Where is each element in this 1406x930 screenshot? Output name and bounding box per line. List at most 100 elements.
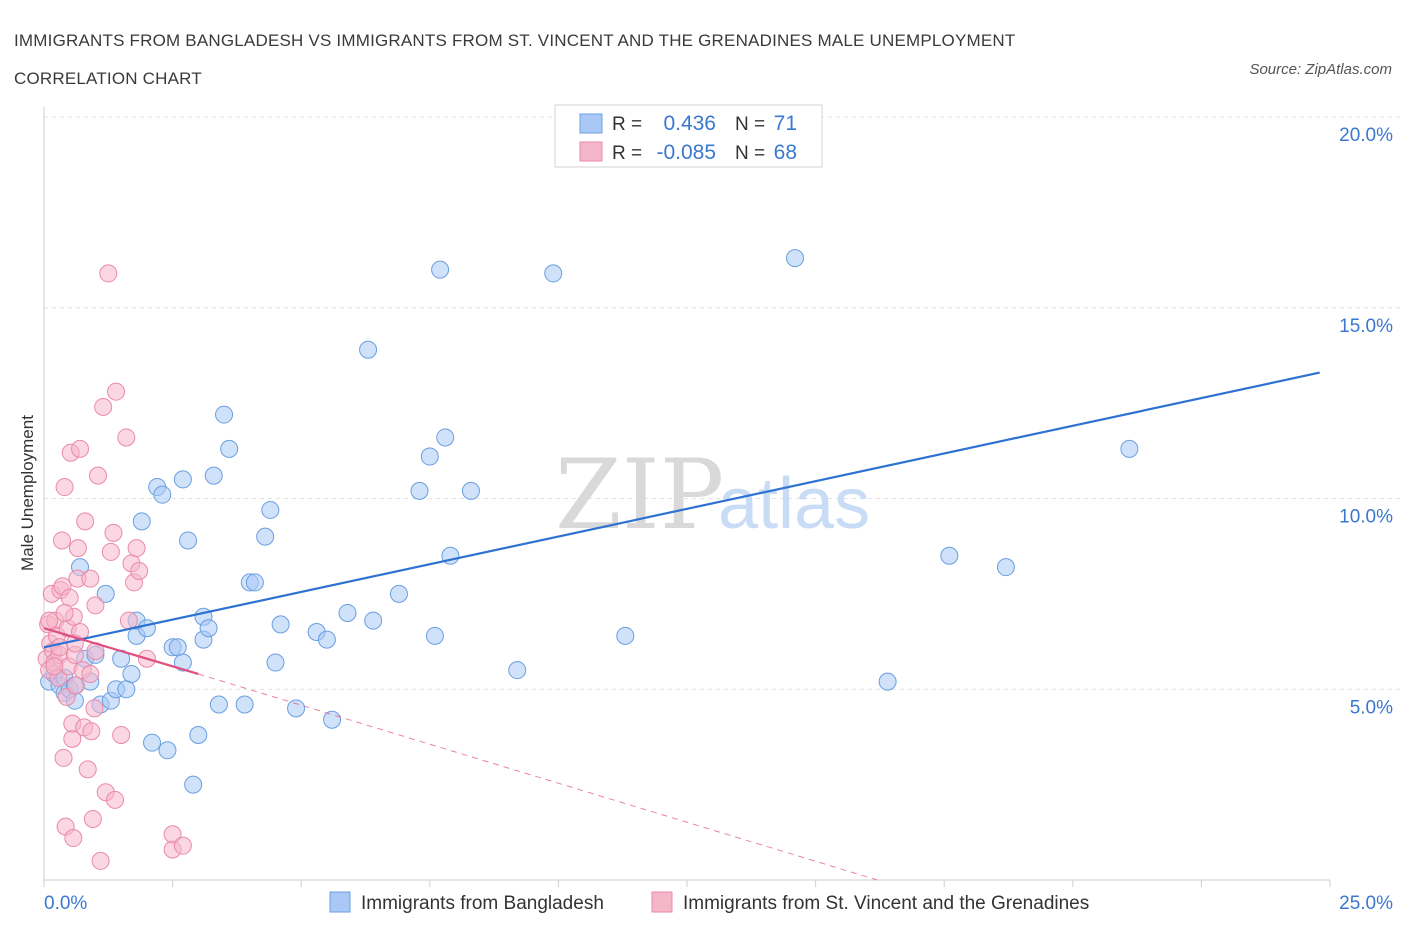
point-bangladesh-22 <box>143 733 162 752</box>
point-bangladesh-58 <box>431 260 450 279</box>
point-svg-49 <box>107 382 126 401</box>
series-legend-swatch-blue <box>329 891 351 913</box>
series-legend-label-blue: Immigrants from Bangladesh <box>361 893 604 914</box>
legend-n-label-blue: N = <box>735 114 765 135</box>
point-bangladesh-36 <box>204 466 223 485</box>
y-tick-label-1: 10.0% <box>1339 507 1393 528</box>
trend-line-svg-extension <box>198 673 878 881</box>
point-svg-48 <box>105 790 124 809</box>
legend-r-value-blue: 0.436 <box>663 112 716 135</box>
point-svg-64 <box>55 603 74 622</box>
point-svg-66 <box>81 664 100 683</box>
trend-line-bangladesh <box>43 371 1320 649</box>
point-svg-56 <box>130 561 149 580</box>
point-bangladesh-62 <box>508 661 527 680</box>
point-svg-12 <box>53 531 72 550</box>
point-bangladesh-67 <box>940 546 959 565</box>
point-svg-39 <box>85 699 104 718</box>
point-bangladesh-57 <box>425 626 444 645</box>
trend-lines <box>43 371 1320 881</box>
watermark: ZIP atlas <box>555 439 870 551</box>
point-svg-62 <box>45 657 64 676</box>
point-bangladesh-63 <box>544 264 563 283</box>
point-bangladesh-24 <box>153 485 172 504</box>
point-bangladesh-30 <box>179 531 198 550</box>
point-svg-36 <box>81 569 100 588</box>
legend-n-value-pink: 68 <box>774 141 797 164</box>
data-points <box>37 249 1139 870</box>
point-bangladesh-37 <box>209 695 228 714</box>
y-axis-label: Male Unemployment <box>18 415 37 571</box>
point-svg-59 <box>163 825 182 844</box>
point-svg-50 <box>112 726 131 745</box>
point-svg-30 <box>71 439 90 458</box>
legend-r-value-pink: -0.085 <box>656 141 716 164</box>
legend-r-label-pink: R = <box>612 143 642 164</box>
point-bangladesh-35 <box>199 619 218 638</box>
series-legend-label-pink: Immigrants from St. Vincent and the Gren… <box>683 893 1089 914</box>
axes <box>43 107 1331 887</box>
chart-title: IMMIGRANTS FROM BANGLADESH VS IMMIGRANTS… <box>14 22 1164 98</box>
legend-swatch-blue <box>579 113 603 134</box>
point-bangladesh-42 <box>245 573 264 592</box>
trend-line-svg <box>43 627 199 676</box>
point-bangladesh-25 <box>158 741 177 760</box>
point-bangladesh-56 <box>420 447 439 466</box>
point-bangladesh-45 <box>266 653 285 672</box>
series-legend-swatch-pink <box>651 891 673 913</box>
watermark-atlas: atlas <box>718 464 870 544</box>
point-bangladesh-64 <box>616 626 635 645</box>
watermark-zip: ZIP <box>555 439 724 551</box>
point-svg-20 <box>60 588 79 607</box>
point-bangladesh-66 <box>878 672 897 691</box>
point-svg-38 <box>83 809 102 828</box>
legend-swatch-pink <box>579 141 603 162</box>
point-bangladesh-31 <box>184 775 203 794</box>
point-bangladesh-38 <box>215 405 234 424</box>
point-bangladesh-46 <box>271 615 290 634</box>
point-svg-52 <box>119 611 138 630</box>
point-bangladesh-28 <box>173 653 192 672</box>
point-svg-61 <box>40 611 59 630</box>
point-svg-42 <box>91 851 110 870</box>
point-bangladesh-69 <box>1120 439 1139 458</box>
point-bangladesh-55 <box>410 481 429 500</box>
point-bangladesh-20 <box>132 512 151 531</box>
point-bangladesh-17 <box>122 664 141 683</box>
legend-n-label-pink: N = <box>735 143 765 164</box>
point-svg-43 <box>94 397 113 416</box>
point-bangladesh-32 <box>189 726 208 745</box>
point-svg-34 <box>76 512 95 531</box>
point-svg-35 <box>78 760 97 779</box>
point-bangladesh-44 <box>261 500 280 519</box>
chart-title-line2: CORRELATION CHART <box>14 69 202 88</box>
source-label: Source: ZipAtlas.com <box>1249 61 1392 78</box>
point-bangladesh-65 <box>786 249 805 268</box>
point-bangladesh-59 <box>436 428 455 447</box>
point-svg-60 <box>173 836 192 855</box>
point-bangladesh-50 <box>323 710 342 729</box>
legend-n-value-blue: 71 <box>774 112 797 135</box>
x-tick-label-1: 25.0% <box>1339 893 1393 914</box>
point-svg-14 <box>54 748 73 767</box>
point-bangladesh-68 <box>996 558 1015 577</box>
point-bangladesh-43 <box>256 527 275 546</box>
series-legend: Immigrants from Bangladesh Immigrants fr… <box>329 891 1089 914</box>
point-bangladesh-61 <box>461 481 480 500</box>
point-bangladesh-39 <box>220 439 239 458</box>
point-svg-27 <box>66 676 85 695</box>
stats-legend: R = 0.436 N = 71 R = -0.085 N = 68 <box>554 104 823 168</box>
x-tick-label-0: 0.0% <box>44 893 87 914</box>
point-svg-37 <box>82 722 101 741</box>
point-bangladesh-27 <box>168 638 187 657</box>
y-tick-label-3: 20.0% <box>1339 125 1393 146</box>
point-bangladesh-21 <box>137 619 156 638</box>
point-bangladesh-54 <box>389 584 408 603</box>
point-bangladesh-29 <box>173 470 192 489</box>
point-svg-24 <box>64 829 83 848</box>
point-svg-55 <box>127 539 146 558</box>
grid-lines <box>44 116 1400 690</box>
y-tick-label-2: 15.0% <box>1339 316 1393 337</box>
point-svg-51 <box>117 428 136 447</box>
